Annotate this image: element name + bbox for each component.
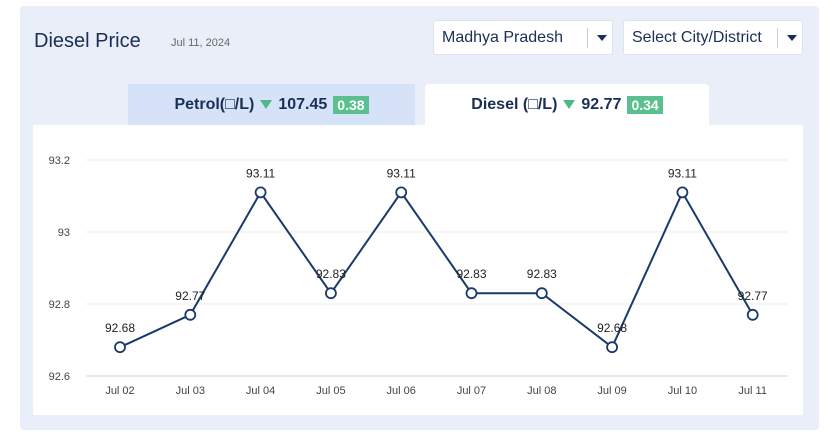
tab-petrol-label: Petrol(□/L) xyxy=(174,95,255,113)
tab-diesel-change-badge: 0.34 xyxy=(627,95,663,114)
x-tick-label: Jul 07 xyxy=(457,385,486,397)
data-point xyxy=(465,287,478,300)
data-point xyxy=(114,341,126,354)
data-label: 92.83 xyxy=(527,267,557,281)
state-select-value: Madhya Pradesh xyxy=(442,29,563,46)
price-line-chart: 92.6 92.8 93 93.2 Jul 02 Jul 03 Jul 04 Jul 05 Ju… xyxy=(49,155,788,397)
chevron-down-icon xyxy=(597,35,607,41)
x-tick-label: Jul 04 xyxy=(246,385,275,397)
tab-petrol-change-badge: 0.38 xyxy=(333,95,369,114)
x-tick-label: Jul 09 xyxy=(597,385,626,397)
data-label: 92.77 xyxy=(175,289,205,303)
select-divider xyxy=(587,28,588,48)
data-point xyxy=(676,186,689,199)
select-divider xyxy=(777,28,778,48)
price-down-icon xyxy=(563,100,576,109)
tab-petrol-price: 107.45 xyxy=(278,95,328,113)
y-tick-label: 93.2 xyxy=(49,155,70,167)
data-point xyxy=(254,186,267,199)
x-tick-label: Jul 08 xyxy=(527,385,556,397)
tab-diesel-price: 92.77 xyxy=(581,95,622,113)
x-tick-label: Jul 02 xyxy=(105,385,134,397)
x-tick-label: Jul 06 xyxy=(387,385,416,397)
chart-panel: 92.6 92.8 93 93.2 Jul 02 Jul 03 Jul 04 Jul 05 Ju… xyxy=(33,125,803,415)
data-label: 93.11 xyxy=(668,166,697,180)
data-point xyxy=(746,308,759,321)
city-select[interactable]: Select City/District xyxy=(623,20,803,55)
tab-petrol[interactable]: Petrol(□/L) 107.45 0.38 xyxy=(128,84,415,125)
data-label: 93.11 xyxy=(246,166,275,180)
data-point xyxy=(606,341,618,354)
tab-diesel[interactable]: Diesel (□/L) 92.77 0.34 xyxy=(425,84,709,125)
data-label: 92.83 xyxy=(456,267,486,281)
series-line xyxy=(119,190,754,349)
data-point xyxy=(184,308,197,321)
data-label: 92.68 xyxy=(105,321,135,335)
data-label: 92.68 xyxy=(597,321,627,335)
tab-diesel-label: Diesel (□/L) xyxy=(471,95,558,113)
data-point xyxy=(395,186,408,199)
x-tick-label: Jul 05 xyxy=(316,385,345,397)
data-point xyxy=(324,287,337,300)
x-tick-label: Jul 03 xyxy=(176,385,205,397)
page-title: Diesel Price xyxy=(34,30,141,52)
price-date: Jul 11, 2024 xyxy=(171,37,231,49)
chevron-down-icon xyxy=(787,35,797,41)
x-tick-label: Jul 11 xyxy=(738,385,767,397)
data-label: 92.83 xyxy=(316,267,346,281)
x-tick-label: Jul 10 xyxy=(668,385,697,397)
y-tick-label: 92.6 xyxy=(49,371,70,383)
y-tick-label: 92.8 xyxy=(49,299,70,311)
city-select-placeholder: Select City/District xyxy=(632,29,762,46)
data-point xyxy=(535,287,548,300)
data-label: 93.11 xyxy=(387,166,416,180)
data-label: 92.77 xyxy=(738,289,768,303)
state-select[interactable]: Madhya Pradesh xyxy=(433,20,613,55)
y-tick-label: 93 xyxy=(58,227,70,239)
price-down-icon xyxy=(260,100,273,109)
